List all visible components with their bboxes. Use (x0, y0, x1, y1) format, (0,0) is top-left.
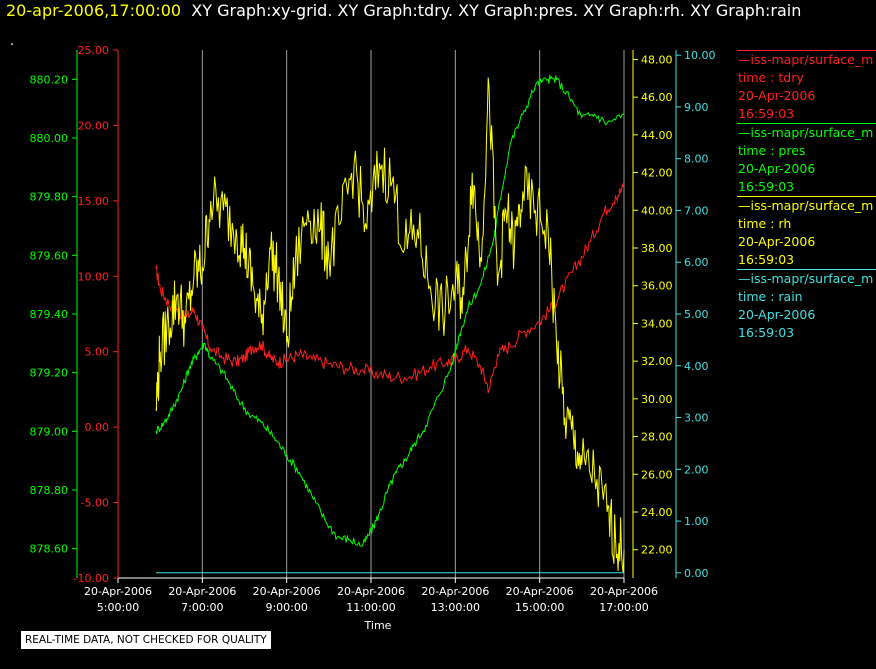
rain-tick-label: 4.00 (684, 360, 709, 373)
legend: —iss-mapr/surface_m time : tdry 20-Apr-2… (737, 50, 876, 342)
x-tick-label: 13:00:00 (431, 601, 480, 614)
legend-variable: time : rain (738, 289, 803, 304)
rh-tick-label: 26.00 (641, 468, 673, 481)
rh-tick-label: 32.00 (641, 355, 673, 368)
rh-tick-label: 24.00 (641, 506, 673, 519)
rain-tick-label: 9.00 (684, 101, 709, 114)
x-tick-label: 7:00:00 (181, 601, 223, 614)
rh-tick-label: 40.00 (641, 204, 673, 217)
legend-source: —iss-mapr/surface_m (738, 271, 874, 286)
legend-source: —iss-mapr/surface_m (738, 125, 874, 140)
rh-tick-label: 46.00 (641, 91, 673, 104)
quality-disclaimer: REAL-TIME DATA, NOT CHECKED FOR QUALITY (21, 631, 271, 649)
legend-entry-pres[interactable]: —iss-mapr/surface_m time : pres 20-Apr-2… (737, 123, 876, 196)
header-graph-list: XY Graph:xy-grid. XY Graph:tdry. XY Grap… (191, 1, 802, 20)
x-tick-label: 20-Apr-2006 (506, 585, 574, 598)
chart-header: 20-apr-2006,17:00:00 XY Graph:xy-grid. X… (6, 1, 801, 20)
tdry-tick-label: 15.00 (78, 195, 110, 208)
tdry-tick-label: 25.00 (78, 44, 110, 57)
legend-variable: time : rh (738, 216, 792, 231)
tdry-tick-label: -5.00 (81, 497, 109, 510)
pres-tick-label: 879.40 (30, 308, 69, 321)
series-line-tdry (155, 182, 625, 394)
header-dot: . (10, 34, 15, 49)
series-line-pres (155, 75, 625, 547)
rain-tick-label: 6.00 (684, 256, 709, 269)
rh-tick-label: 22.00 (641, 544, 673, 557)
x-tick-label: 20-Apr-2006 (421, 585, 489, 598)
legend-entry-tdry[interactable]: —iss-mapr/surface_m time : tdry 20-Apr-2… (737, 50, 876, 123)
legend-time: 16:59:03 (738, 106, 795, 121)
pres-tick-label: 879.20 (30, 367, 69, 380)
tdry-tick-label: 10.00 (78, 270, 110, 283)
rain-tick-label: 8.00 (684, 153, 709, 166)
rain-tick-label: 1.00 (684, 515, 709, 528)
legend-source: —iss-mapr/surface_m (738, 198, 874, 213)
rh-tick-label: 30.00 (641, 393, 673, 406)
rain-tick-label: 10.00 (684, 49, 716, 62)
series-line-rh (155, 77, 625, 574)
legend-date: 20-Apr-2006 (738, 234, 816, 249)
pres-tick-label: 879.00 (30, 425, 69, 438)
x-tick-label: 20-Apr-2006 (253, 585, 321, 598)
rain-tick-label: 2.00 (684, 463, 709, 476)
tdry-tick-label: 20.00 (78, 119, 110, 132)
rh-tick-label: 34.00 (641, 317, 673, 330)
x-tick-label: 20-Apr-2006 (168, 585, 236, 598)
legend-time: 16:59:03 (738, 179, 795, 194)
rain-tick-label: 0.00 (684, 567, 709, 580)
pres-tick-label: 878.60 (30, 543, 69, 556)
tdry-tick-label: 5.00 (85, 346, 110, 359)
x-tick-label: 9:00:00 (265, 601, 307, 614)
legend-date: 20-Apr-2006 (738, 161, 816, 176)
pres-tick-label: 879.80 (30, 191, 69, 204)
rh-tick-label: 38.00 (641, 242, 673, 255)
legend-source: —iss-mapr/surface_m (738, 52, 874, 67)
x-tick-label: 17:00:00 (599, 601, 648, 614)
x-axis-label: Time (364, 619, 392, 632)
pres-tick-label: 880.00 (30, 132, 69, 145)
legend-variable: time : tdry (738, 70, 804, 85)
x-tick-label: 15:00:00 (515, 601, 564, 614)
rain-tick-label: 3.00 (684, 412, 709, 425)
rh-tick-label: 36.00 (641, 280, 673, 293)
legend-time: 16:59:03 (738, 325, 795, 340)
rh-tick-label: 44.00 (641, 129, 673, 142)
legend-variable: time : pres (738, 143, 806, 158)
legend-entry-rain[interactable]: —iss-mapr/surface_m time : rain 20-Apr-2… (737, 269, 876, 342)
legend-date: 20-Apr-2006 (738, 88, 816, 103)
header-timestamp: 20-apr-2006,17:00:00 (6, 1, 182, 20)
legend-date: 20-Apr-2006 (738, 307, 816, 322)
x-tick-label: 20-Apr-2006 (590, 585, 658, 598)
x-tick-label: 20-Apr-2006 (337, 585, 405, 598)
x-tick-label: 20-Apr-2006 (84, 585, 152, 598)
rh-tick-label: 42.00 (641, 167, 673, 180)
legend-entry-rh[interactable]: —iss-mapr/surface_m time : rh 20-Apr-200… (737, 196, 876, 269)
tdry-tick-label: -10.00 (74, 572, 109, 585)
rh-tick-label: 28.00 (641, 431, 673, 444)
x-tick-label: 5:00:00 (97, 601, 139, 614)
x-tick-label: 11:00:00 (346, 601, 395, 614)
pres-tick-label: 878.80 (30, 484, 69, 497)
pres-tick-label: 880.20 (30, 73, 69, 86)
rh-tick-label: 48.00 (641, 53, 673, 66)
tdry-tick-label: 0.00 (85, 421, 110, 434)
rain-tick-label: 5.00 (684, 308, 709, 321)
legend-time: 16:59:03 (738, 252, 795, 267)
pres-tick-label: 879.60 (30, 249, 69, 262)
rain-tick-label: 7.00 (684, 204, 709, 217)
